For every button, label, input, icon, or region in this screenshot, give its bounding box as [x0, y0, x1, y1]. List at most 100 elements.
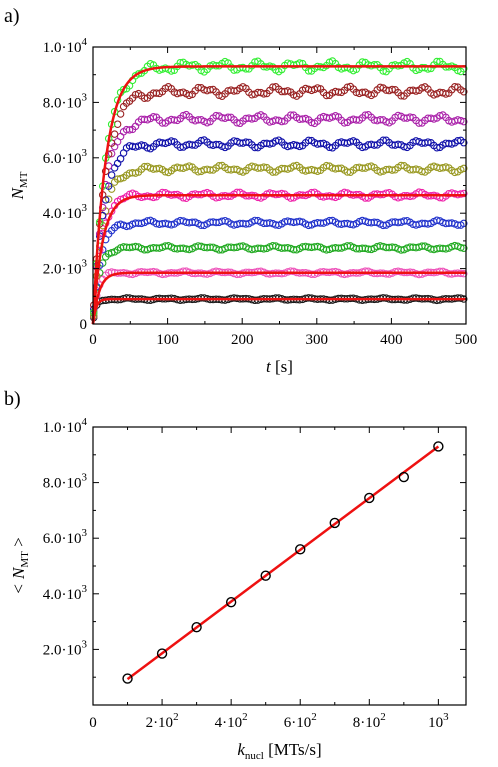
data-point	[140, 94, 149, 103]
data-point	[364, 492, 375, 504]
y-tick-label: 4.0·103	[43, 202, 88, 222]
panel-a: a) 0 100 200 300 400 500 0 2.0·103 4.0·103 6.0·103…	[4, 5, 477, 376]
data-point	[322, 91, 331, 100]
y-tick-label: 2.0·103	[43, 258, 88, 278]
y-tick-label: 0	[80, 317, 88, 333]
x-tick-label: 400	[380, 332, 403, 348]
data-point	[107, 249, 116, 257]
y-axis: 2.0·103 4.0·103 6.0·103 8.0·103 1.0·104	[43, 416, 466, 678]
data-point	[460, 164, 468, 173]
fit-curve-2	[91, 193, 466, 325]
series-3	[90, 216, 468, 320]
series-1	[90, 267, 468, 321]
data-point	[167, 137, 176, 145]
data-point	[191, 621, 202, 633]
data-point	[110, 130, 119, 138]
data-point	[125, 126, 134, 134]
fit-curve-3	[91, 65, 466, 325]
data-point	[460, 117, 468, 126]
fit-curve-0	[91, 297, 466, 325]
fit-curve-1	[91, 271, 466, 325]
y-tick-label: 1.0·104	[43, 416, 88, 436]
x-tick-label: 200	[231, 332, 254, 348]
fit-line	[126, 445, 440, 681]
x-tick-label: 103	[428, 711, 449, 731]
series-5	[90, 161, 468, 320]
data-point	[225, 596, 237, 608]
data-point	[248, 115, 256, 123]
data-point	[260, 90, 268, 98]
data-point	[122, 673, 133, 684]
data-point	[460, 244, 468, 252]
x-tick-label: 8·102	[353, 711, 386, 731]
data-point	[460, 189, 468, 198]
data-point	[266, 140, 274, 148]
panel-b: b) 0 2·102 4·102 6·102 8·102 103 2.0·103 4.0·103…	[4, 388, 467, 762]
data-point	[277, 117, 286, 126]
data-point	[442, 163, 450, 171]
data-point	[116, 155, 125, 163]
x-tick-label: 2·102	[146, 711, 179, 731]
y-tick-label: 8.0·103	[43, 472, 88, 492]
data-point	[376, 83, 384, 92]
x-axis: 0 100 200 300 400 500	[89, 47, 477, 348]
data-point	[340, 119, 349, 127]
y-tick-label: 2.0·103	[43, 638, 88, 658]
data-point	[451, 83, 459, 91]
x-tick-label: 4·102	[215, 711, 248, 731]
x-tick-label: 300	[306, 332, 329, 348]
data-point	[260, 570, 271, 581]
data-point	[406, 113, 414, 121]
data-point	[442, 90, 450, 98]
data-point	[260, 163, 268, 171]
data-point	[457, 243, 465, 252]
data-point	[104, 195, 113, 203]
data-point	[295, 142, 304, 151]
data-point	[156, 648, 168, 659]
y-axis-title: < NMT >	[9, 537, 31, 594]
data-point	[242, 138, 250, 146]
panel-label-b: b)	[4, 388, 21, 410]
data-point	[388, 85, 396, 94]
data-point	[424, 138, 432, 146]
y-tick-label: 1.0·104	[43, 36, 88, 56]
x-axis: 0 2·102 4·102 6·102 8·102 103	[89, 427, 449, 731]
data-point	[295, 544, 306, 555]
x-tick-label: 500	[455, 332, 478, 348]
data-point	[397, 91, 405, 100]
data-point	[433, 441, 444, 452]
data-point	[460, 138, 468, 147]
data-point	[460, 88, 468, 96]
data-point	[230, 87, 238, 95]
data-point	[277, 189, 286, 198]
data-point	[329, 517, 340, 529]
data-point	[167, 221, 176, 229]
data-point	[295, 217, 304, 226]
data-point	[460, 219, 468, 228]
y-tick-label: 8.0·103	[43, 91, 88, 111]
data-series	[122, 441, 444, 684]
x-axis-title: knucl [MTs/s]	[237, 740, 321, 762]
x-tick-label: 100	[156, 332, 179, 348]
data-point	[149, 113, 158, 121]
data-point	[415, 119, 423, 127]
data-point	[412, 87, 420, 95]
series-2	[90, 241, 468, 317]
x-tick-label: 6·102	[284, 711, 317, 731]
x-tick-label: 0	[89, 715, 97, 731]
data-point	[107, 171, 116, 179]
data-point	[451, 168, 459, 177]
y-axis-title: NMT	[8, 171, 30, 200]
data-point	[370, 61, 378, 69]
data-point	[433, 57, 441, 66]
x-tick-label: 0	[89, 332, 97, 348]
data-point	[398, 471, 410, 483]
y-tick-label: 4.0·103	[43, 583, 88, 603]
y-axis: 0 2.0·103 4.0·103 6.0·103 8.0·103 1.0·104	[43, 36, 466, 333]
data-point	[433, 144, 441, 152]
y-tick-label: 6.0·103	[43, 527, 88, 547]
panel-label-a: a)	[4, 5, 20, 27]
data-point	[137, 141, 146, 149]
series-7	[90, 110, 468, 316]
